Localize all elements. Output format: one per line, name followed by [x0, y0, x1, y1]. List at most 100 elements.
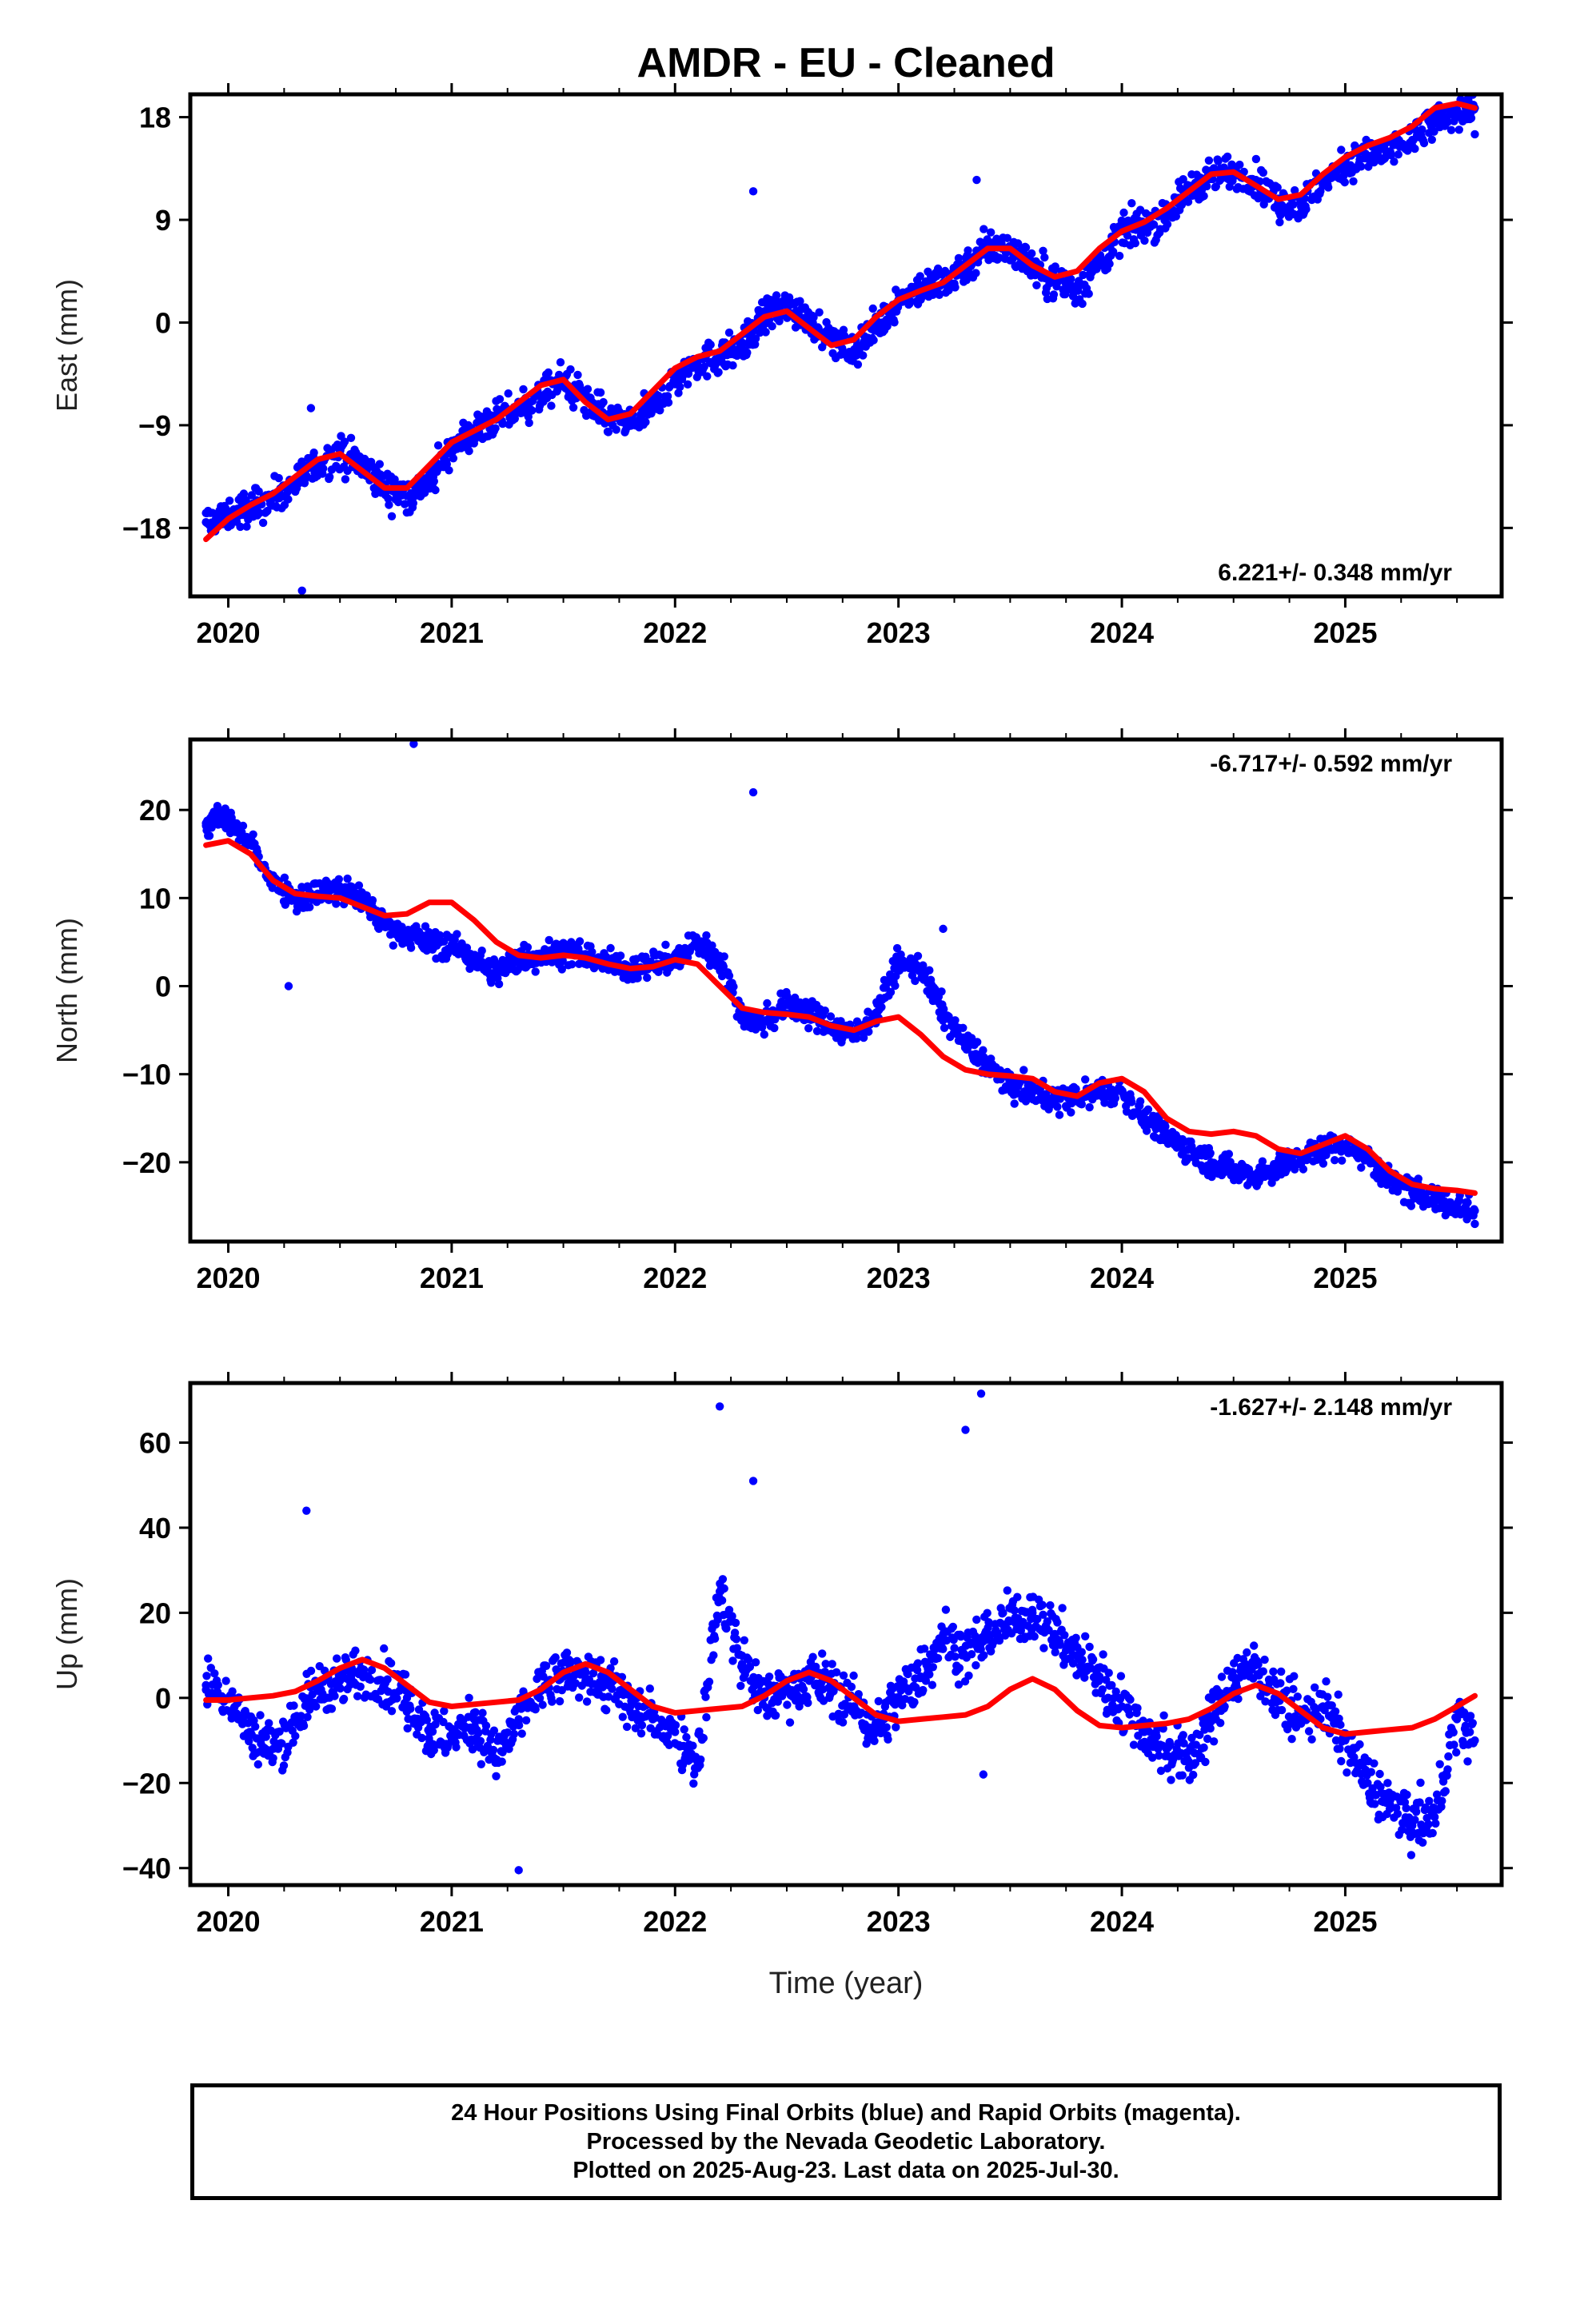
east-point	[1032, 281, 1041, 289]
up-x-tick-label: 2022	[643, 1905, 707, 1938]
north-x-tick-label: 2025	[1313, 1262, 1377, 1294]
north-point	[1010, 1099, 1019, 1108]
up-point	[1234, 1694, 1243, 1704]
up-point	[1216, 1719, 1225, 1728]
up-point	[602, 1706, 611, 1715]
up-anchor-point	[1319, 1702, 1327, 1711]
up-point	[736, 1681, 745, 1690]
up-point	[1444, 1752, 1453, 1761]
up-point	[1126, 1695, 1135, 1704]
up-point	[688, 1741, 697, 1750]
up-point	[732, 1635, 741, 1644]
north-anchor-point	[380, 920, 389, 929]
up-point	[1051, 1648, 1059, 1656]
up-point	[808, 1652, 817, 1661]
up-y-tick-label: 60	[139, 1427, 171, 1460]
up-point	[1416, 1778, 1425, 1788]
up-point	[817, 1649, 827, 1658]
north-anchor-point	[760, 1017, 769, 1026]
north-anchor-point	[246, 841, 255, 850]
east-point	[1349, 177, 1358, 185]
up-x-tick-label: 2021	[420, 1905, 484, 1938]
up-point	[972, 1615, 981, 1624]
east-point	[1235, 160, 1244, 169]
east-point	[504, 389, 513, 398]
footer-note: 24 Hour Positions Using Final Orbits (bl…	[190, 2083, 1502, 2200]
east-anchor-point	[1296, 198, 1305, 207]
east-point	[445, 466, 453, 475]
up-anchor-point	[1251, 1660, 1260, 1668]
up-point	[1443, 1765, 1452, 1774]
up-point	[535, 1694, 545, 1703]
up-anchor-point	[1117, 1702, 1127, 1711]
up-anchor-point	[492, 1757, 501, 1766]
up-point	[804, 1698, 812, 1708]
up-point	[732, 1644, 741, 1652]
north-point	[1224, 1150, 1234, 1158]
up-point	[783, 1700, 792, 1709]
east-anchor-point	[1363, 153, 1372, 161]
up-point	[980, 1651, 988, 1660]
up-point	[1203, 1734, 1212, 1744]
up-point	[503, 1728, 512, 1737]
north-point	[911, 976, 920, 986]
up-point	[1030, 1632, 1039, 1641]
north-point	[913, 951, 923, 961]
north-point	[1406, 1202, 1416, 1210]
north-anchor-point	[1117, 1087, 1127, 1096]
up-anchor-point	[469, 1715, 479, 1724]
up-point	[1290, 1672, 1299, 1680]
north-point	[661, 940, 670, 950]
east-point	[1179, 175, 1187, 184]
up-point	[517, 1729, 526, 1738]
up-point	[551, 1653, 560, 1662]
up-anchor-point	[201, 1680, 210, 1690]
up-point	[636, 1729, 646, 1738]
up-point	[948, 1622, 958, 1632]
east-point	[751, 334, 760, 343]
up-point	[406, 1704, 415, 1713]
up-point	[476, 1736, 485, 1745]
up-point	[1199, 1743, 1208, 1752]
north-point	[1414, 1174, 1423, 1183]
up-point	[308, 1690, 317, 1699]
east-point	[1140, 236, 1149, 245]
east-anchor-point	[1408, 135, 1417, 145]
north-anchor-point	[1095, 1087, 1104, 1096]
up-point	[261, 1732, 270, 1741]
east-point	[724, 328, 734, 337]
east-point	[1454, 126, 1464, 134]
east-anchor-point	[715, 353, 724, 361]
east-x-tick-label: 2024	[1090, 616, 1154, 649]
north-point	[891, 981, 900, 991]
up-point	[1125, 1710, 1134, 1719]
up-point	[1323, 1692, 1332, 1701]
up-x-tick-label: 2025	[1313, 1905, 1377, 1938]
north-anchor-point	[1251, 1171, 1260, 1180]
north-point	[959, 1023, 968, 1033]
north-point	[763, 999, 772, 1008]
up-point	[477, 1760, 485, 1768]
up-point	[912, 1665, 922, 1675]
up-point	[1428, 1828, 1437, 1838]
up-point	[910, 1698, 919, 1707]
up-anchor-point	[1296, 1715, 1305, 1724]
up-point	[730, 1628, 740, 1637]
east-point	[1403, 146, 1412, 155]
up-point	[678, 1760, 688, 1769]
up-point	[1046, 1600, 1055, 1610]
east-point	[495, 395, 505, 404]
east-point	[1340, 177, 1350, 187]
up-point	[1195, 1730, 1204, 1740]
up-point	[972, 1660, 980, 1670]
east-anchor-point	[849, 346, 858, 356]
up-anchor-point	[291, 1715, 300, 1724]
north-y-tick-label: 20	[139, 794, 171, 827]
north-point	[523, 943, 533, 952]
north-plot-frame	[188, 737, 1504, 1244]
up-point	[1337, 1756, 1346, 1766]
east-point	[1203, 181, 1211, 191]
up-point	[1370, 1759, 1379, 1768]
up-outlier-point	[748, 1477, 758, 1485]
up-point	[1355, 1740, 1364, 1749]
